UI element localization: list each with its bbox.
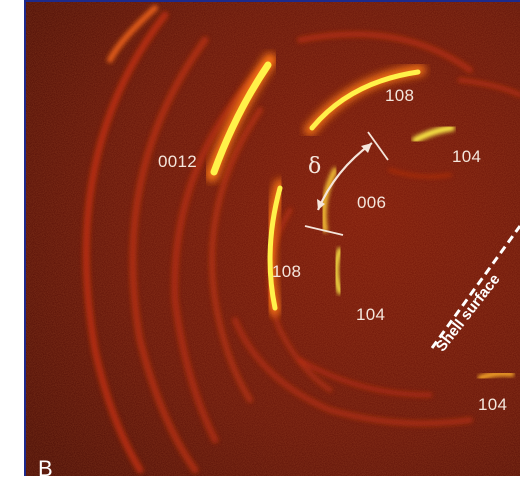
delta-tick-bottom <box>304 225 344 236</box>
top-border <box>24 0 520 2</box>
label-108-mid: 108 <box>272 262 302 281</box>
label-104-bottom: 104 <box>478 395 508 414</box>
label-104-top: 104 <box>452 147 482 166</box>
arc-0012 <box>210 61 272 176</box>
delta-label: δ <box>308 154 322 179</box>
ring-outer-3 <box>171 56 274 444</box>
ring-lower-1 <box>232 317 473 427</box>
ring-mid-1 <box>209 107 263 403</box>
panel-letter: B <box>38 456 53 481</box>
label-006: 006 <box>357 193 387 212</box>
ring-top-right <box>457 77 520 98</box>
label-0012: 0012 <box>158 152 198 171</box>
label-108-top: 108 <box>385 86 415 105</box>
diffraction-rings <box>82 5 520 474</box>
bright-reflections <box>205 53 515 381</box>
delta-arrow <box>304 131 389 236</box>
ring-lower-2 <box>297 357 433 398</box>
ring-outer-2 <box>129 36 209 474</box>
arc-006 <box>321 167 338 233</box>
left-border <box>24 0 26 476</box>
ring-outer-1-bright <box>107 5 158 63</box>
label-104-mid: 104 <box>356 305 386 324</box>
arc-108-mid <box>267 185 283 311</box>
arc-104-mid <box>333 247 343 295</box>
arc-104-top <box>412 125 455 143</box>
arc-104-bottom <box>477 371 515 381</box>
delta-tick-top <box>367 131 389 161</box>
ring-top-arc <box>297 31 473 73</box>
delta-arrowhead-bottom <box>317 199 325 210</box>
arc-108-top <box>309 69 421 131</box>
ring-outer-1 <box>82 11 169 474</box>
delta-arrowhead-top <box>361 143 372 153</box>
ring-right-small <box>388 168 452 179</box>
left-margin <box>0 0 26 476</box>
